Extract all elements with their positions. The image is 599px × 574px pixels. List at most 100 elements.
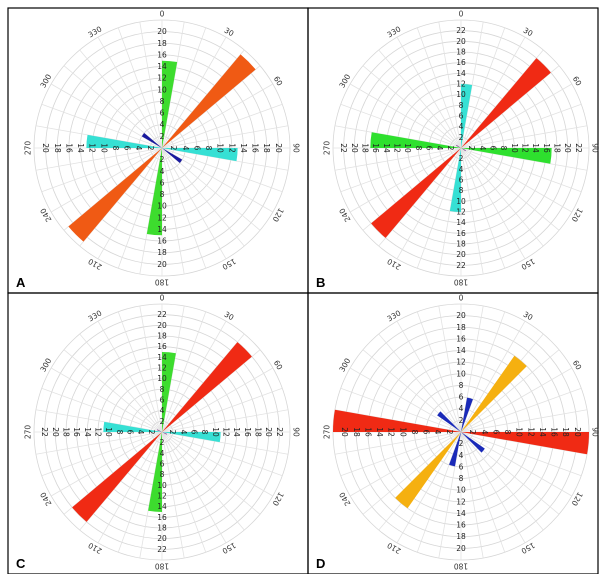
rose-petal (141, 133, 162, 148)
radial-tick-label: 14 (83, 427, 92, 437)
radial-tick-label: 16 (371, 143, 380, 153)
direction-label: 0 (459, 294, 464, 303)
radial-tick-label: 2 (459, 154, 464, 163)
direction-label: 270 (24, 141, 33, 156)
radial-tick-label: 6 (491, 430, 500, 435)
grid-spoke (50, 367, 163, 433)
radial-tick-label: 14 (531, 143, 540, 153)
grid-spoke (161, 367, 274, 433)
radial-tick-label: 14 (382, 143, 391, 153)
grid-spoke (97, 147, 163, 260)
radial-tick-label: 18 (157, 524, 167, 533)
grid-spoke (416, 311, 462, 433)
grid-spoke (41, 147, 163, 193)
direction-label: 210 (86, 540, 103, 555)
radial-tick-label: 14 (157, 502, 167, 511)
grid-spoke (460, 431, 484, 559)
radial-tick-label: 8 (459, 381, 464, 390)
direction-label: 120 (569, 207, 584, 224)
grid-spoke (50, 431, 163, 497)
radial-tick-label: 20 (456, 544, 466, 553)
rose-petal (370, 132, 461, 148)
direction-label: 330 (386, 308, 403, 323)
grid-spoke (460, 387, 582, 433)
radial-tick-label: 12 (157, 364, 167, 373)
radial-tick-label: 22 (40, 427, 49, 437)
direction-label: 330 (386, 24, 403, 39)
radial-tick-label: 6 (192, 146, 201, 151)
direction-label: 150 (519, 257, 536, 272)
radial-tick-label: 8 (115, 430, 124, 435)
radial-tick-label: 18 (553, 143, 562, 153)
radial-tick-label: 4 (181, 146, 190, 151)
grid-spoke (460, 147, 484, 275)
radial-tick-label: 8 (414, 146, 423, 151)
direction-label: 30 (223, 26, 236, 39)
rose-petal (461, 355, 527, 432)
direction-label: 180 (155, 562, 170, 571)
grid-spoke (460, 431, 573, 497)
grid-spoke (50, 147, 163, 213)
radial-tick-label: 20 (41, 143, 50, 153)
grid-spoke (117, 27, 163, 149)
grid-spoke (460, 49, 544, 149)
rose-petal (162, 148, 183, 163)
radial-tick-label: 4 (160, 449, 165, 458)
grid-spoke (362, 431, 462, 515)
radial-tick-label: 16 (251, 143, 260, 153)
rose-petal (371, 148, 461, 238)
grid-spoke (349, 367, 462, 433)
grid-spoke (460, 409, 588, 433)
grid-spoke (161, 49, 245, 149)
radial-tick-label: 16 (157, 513, 167, 522)
radial-tick-label: 20 (573, 427, 582, 437)
radial-tick-label: 12 (456, 208, 466, 217)
radial-tick-label: 16 (157, 237, 167, 246)
grid-spoke (35, 147, 163, 171)
grid-spoke (161, 431, 207, 553)
rose-petal (162, 432, 168, 435)
grid-spoke (97, 320, 163, 433)
direction-label: 120 (569, 491, 584, 508)
grid-spoke (396, 320, 462, 433)
radial-tick-label: 10 (456, 197, 466, 206)
grid-spoke (460, 431, 506, 553)
radial-tick-label: 10 (157, 374, 167, 383)
direction-label: 180 (454, 562, 469, 571)
radial-tick-label: 16 (456, 229, 466, 238)
rose-petal (162, 342, 252, 432)
radial-tick-label: 4 (433, 430, 442, 435)
radial-tick-label: 12 (456, 497, 466, 506)
radial-tick-label: 16 (157, 50, 167, 59)
radial-tick-label: 8 (160, 385, 165, 394)
radial-tick-label: 10 (104, 427, 113, 437)
radial-tick-label: 14 (456, 218, 466, 227)
direction-label: 90 (292, 427, 301, 437)
rose-petal (333, 409, 461, 432)
direction-label: 150 (519, 541, 536, 556)
radial-tick-label: 22 (157, 545, 167, 554)
radial-tick-label: 2 (160, 132, 165, 141)
grid-spoke (349, 431, 462, 497)
radial-tick-label: 8 (459, 101, 464, 110)
grid-spoke (161, 147, 207, 269)
radial-tick-label: 4 (459, 404, 464, 413)
direction-label: 30 (522, 310, 535, 323)
radial-tick-label: 6 (160, 460, 165, 469)
grid-spoke (161, 431, 274, 497)
direction-label: 240 (337, 206, 352, 223)
direction-label: 210 (385, 540, 402, 555)
grid-spoke (460, 147, 526, 260)
rose-petal (395, 432, 461, 509)
grid-spoke (460, 147, 573, 213)
direction-label: 210 (385, 256, 402, 271)
radial-tick-label: 8 (160, 190, 165, 199)
direction-label: 60 (571, 359, 584, 372)
radial-tick-label: 8 (499, 146, 508, 151)
grid-spoke (161, 320, 227, 433)
radial-tick-label: 10 (211, 427, 220, 437)
radial-tick-label: 22 (339, 143, 348, 153)
grid-spoke (41, 387, 163, 433)
